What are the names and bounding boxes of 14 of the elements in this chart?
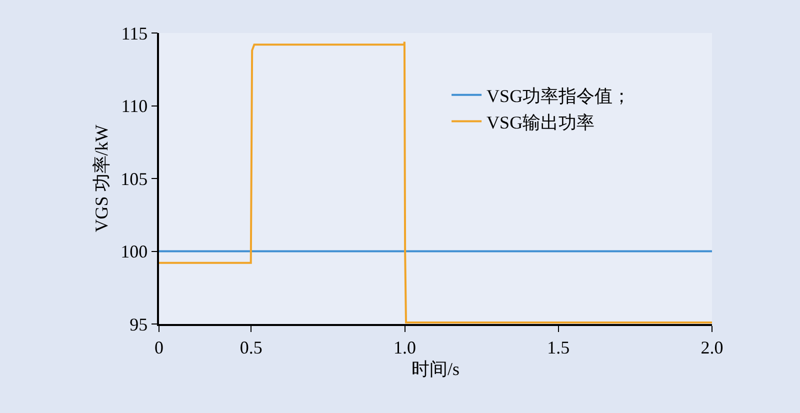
y-tick-label: 100	[120, 242, 148, 262]
x-tick-label: 0.5	[240, 337, 262, 358]
x-tick-label: 0	[154, 337, 164, 358]
x-tick-label: 1.0	[394, 337, 416, 358]
y-tick-label: 105	[120, 168, 148, 189]
x-tick-label: 1.5	[547, 337, 570, 358]
y-tick-label: 115	[121, 23, 148, 44]
x-axis-title: 时间/s	[411, 358, 460, 379]
y-tick-label: 110	[121, 96, 148, 116]
x-tick-label: 2.0	[700, 337, 724, 358]
legend-label: VSG功率指令值；	[486, 86, 631, 106]
y-tick-label: 95	[130, 314, 148, 334]
y-axis-title: VGS 功率/kW	[91, 124, 112, 232]
legend-label: VSG输出功率	[486, 112, 595, 132]
